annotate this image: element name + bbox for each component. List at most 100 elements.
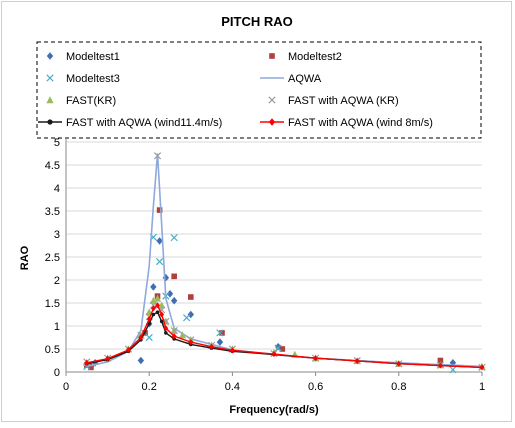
series-1-point-5	[171, 273, 177, 280]
series-7-point-1	[105, 355, 110, 362]
legend-label-1: Modeltest2	[288, 51, 342, 63]
y-tick-label-1: 0.5	[45, 344, 60, 356]
legend-label-4: FAST(KR)	[66, 95, 116, 107]
legend-label-6: FAST with AQWA (wind11.4m/s)	[66, 117, 222, 129]
series-2-point-5	[170, 234, 178, 242]
legend-item-6: FAST with AQWA (wind11.4m/s)	[38, 117, 222, 129]
series-7-point-4	[146, 316, 152, 323]
y-tick-label-0: 0	[54, 367, 60, 379]
series-2-point-7	[216, 329, 224, 337]
legend-item-2: Modeltest3	[46, 73, 120, 85]
series-5-point-7	[158, 306, 166, 314]
series-1	[84, 207, 444, 371]
x-tick-label-4: 0.8	[391, 381, 406, 393]
y-tick-label-4: 2	[54, 275, 60, 287]
series-7-point-11	[209, 343, 214, 350]
series-7-point-10	[188, 339, 194, 346]
series-6-point-8	[164, 331, 168, 335]
chart-title: PITCH RAO	[221, 14, 293, 29]
series-0-point-9	[187, 310, 194, 319]
series-7-point-18	[479, 364, 485, 371]
y-tick-label-8: 4	[54, 183, 60, 195]
x-axis-label: Frequency(rad/s)	[229, 404, 319, 416]
series-2-point-9	[449, 366, 457, 374]
series-7-point-9	[171, 333, 177, 340]
plot-area	[83, 152, 486, 374]
series-0-point-4	[150, 283, 157, 291]
y-tick-label-3: 1.5	[45, 298, 60, 310]
legend-item-4: FAST(KR)	[46, 95, 116, 107]
series-0-point-8	[170, 296, 178, 305]
series-6-point-4	[147, 321, 151, 326]
y-tick-label-10: 5	[54, 137, 60, 149]
legend-item-0: Modeltest1	[46, 51, 120, 63]
series-7-point-16	[396, 360, 402, 367]
series-1-point-4	[156, 207, 163, 213]
series-4-point-10	[178, 331, 187, 339]
axes: 0 0.5 1 1.5 2 2.5 3 3.5 4 4.5 5 0 0.2 0.4 0.6 0.8 1	[45, 137, 485, 393]
legend-swatch-marker-4	[46, 96, 54, 104]
series-6-point-5	[151, 312, 156, 317]
series-1-point-7	[219, 330, 225, 336]
y-tick-label-7: 3.5	[45, 206, 60, 218]
legend-label-2: Modeltest3	[66, 73, 120, 85]
series-1-point-6	[188, 294, 194, 300]
y-tick-label-5: 2.5	[45, 252, 60, 264]
legend-item-3: AQWA	[260, 73, 322, 85]
y-tick-label-9: 4.5	[45, 160, 60, 172]
series-7-point-8	[163, 325, 169, 332]
legend-swatch-marker-0	[46, 52, 54, 60]
legend-swatch-marker-5	[268, 96, 276, 104]
legend-swatch-marker-7	[268, 118, 276, 126]
legend-box	[36, 41, 482, 139]
legend: Modeltest1 Modeltest2 Modeltest3 AQWA FAST(K…	[38, 51, 433, 129]
chart-frame: PITCH RAO Modeltest1 Modeltest2 Modeltest3…	[1, 1, 512, 422]
y-tick-label-2: 1	[54, 321, 60, 333]
series-7-point-0	[84, 359, 90, 366]
legend-swatch-marker-2	[46, 74, 54, 82]
series-7-point-7	[159, 311, 165, 318]
series-0-point-6	[162, 273, 170, 282]
legend-swatch-marker-1	[269, 53, 275, 59]
legend-item-7: FAST with AQWA (wind 8m/s)	[260, 117, 433, 129]
series-7-point-12	[230, 347, 235, 354]
series-7-point-13	[271, 351, 277, 358]
series-5-point-6	[153, 152, 162, 160]
series-7	[84, 302, 485, 371]
pitch-rao-chart: PITCH RAO Modeltest1 Modeltest2 Modeltest3…	[19, 14, 486, 416]
series-7-point-14	[313, 355, 318, 362]
grid	[66, 141, 482, 350]
series-7-point-15	[354, 357, 360, 364]
series-0-point-10	[216, 338, 224, 346]
x-tick-label-1: 0.2	[142, 381, 157, 393]
x-tick-label-0: 0	[63, 381, 69, 393]
x-tick-label-2: 0.4	[225, 381, 240, 393]
series-2-point-1	[145, 333, 153, 342]
y-axis-label: RAO	[19, 245, 31, 270]
series-4-point-7	[158, 301, 166, 309]
series-7-point-5	[150, 305, 156, 312]
series-7-point-6	[155, 302, 160, 309]
y-tick-label-6: 3	[54, 229, 60, 241]
legend-label-7: FAST with AQWA (wind 8m/s)	[288, 117, 433, 129]
legend-label-5: FAST with AQWA (KR)	[288, 95, 399, 107]
series-4-point-5	[149, 296, 157, 304]
series-2-point-3	[155, 257, 164, 266]
legend-label-3: AQWA	[288, 73, 322, 85]
series-1-point-9	[437, 357, 444, 364]
series-7-point-3	[138, 334, 144, 341]
series-1-point-8	[279, 346, 286, 352]
series-0-point-7	[166, 290, 174, 298]
series-4-point-6	[153, 294, 162, 302]
series-2-point-6	[183, 314, 191, 322]
legend-item-1: Modeltest2	[269, 51, 342, 63]
series-5	[83, 152, 486, 372]
series-6	[85, 310, 484, 370]
series-5-point-9	[170, 326, 178, 335]
x-tick-label-5: 1	[479, 381, 485, 393]
series-6-point-6	[155, 310, 160, 315]
series-6-point-7	[159, 319, 164, 324]
legend-label-0: Modeltest1	[66, 51, 120, 63]
series-7-point-2	[126, 346, 131, 353]
series-2-point-8	[274, 344, 282, 352]
